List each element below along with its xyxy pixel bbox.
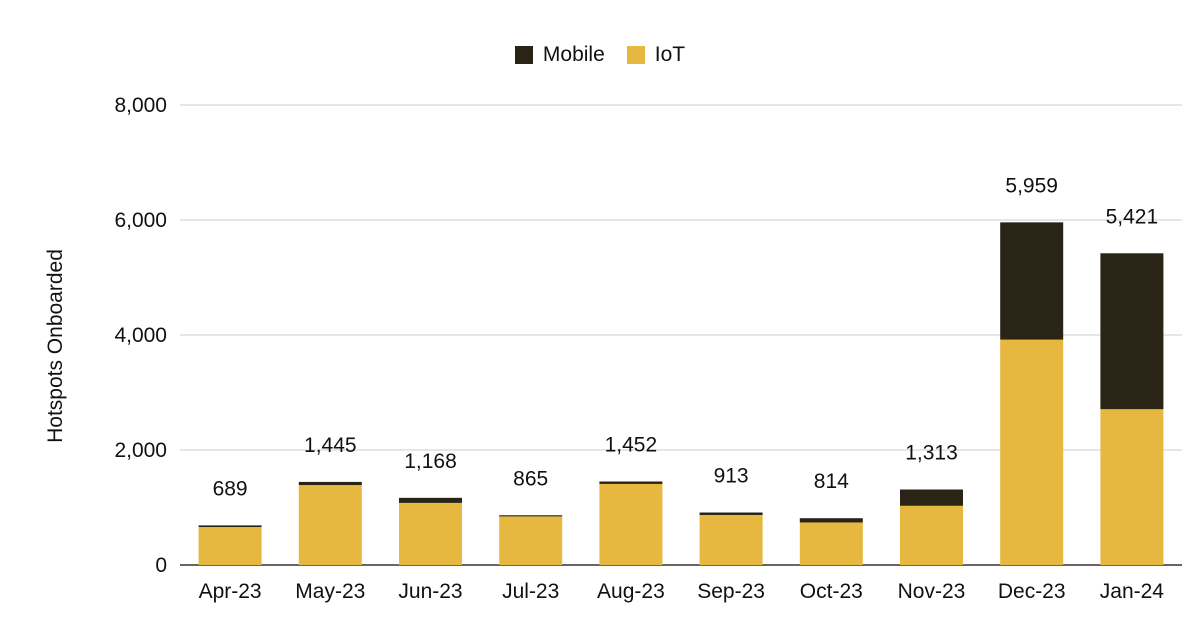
x-tick-label: May-23 bbox=[295, 580, 365, 603]
bar-total-label: 865 bbox=[513, 467, 548, 490]
bar-segment-iot bbox=[599, 483, 663, 565]
x-tick-label: Sep-23 bbox=[697, 580, 765, 603]
bar-segment-iot bbox=[799, 522, 863, 565]
bar-segment-mobile bbox=[699, 512, 763, 515]
y-tick-label: 2,000 bbox=[114, 439, 167, 462]
legend-label-iot: IoT bbox=[654, 43, 686, 66]
x-tick-label: Aug-23 bbox=[597, 580, 665, 603]
x-tick-label: Dec-23 bbox=[998, 580, 1066, 603]
bar-total-label: 1,445 bbox=[304, 434, 357, 457]
bar-segment-mobile bbox=[298, 481, 362, 486]
bar-segment-iot bbox=[1100, 409, 1164, 565]
bar-total-label: 5,959 bbox=[1005, 174, 1058, 197]
bar-segment-mobile bbox=[799, 518, 863, 523]
y-tick-label: 8,000 bbox=[114, 94, 167, 117]
bar-segment-iot bbox=[1000, 339, 1064, 565]
bar-segment-mobile bbox=[499, 515, 563, 517]
x-tick-label: Apr-23 bbox=[199, 580, 262, 603]
legend-label-mobile: Mobile bbox=[542, 43, 605, 66]
bar-segment-mobile bbox=[399, 497, 462, 503]
bar-total-label: 1,313 bbox=[905, 442, 958, 465]
bar-segment-iot bbox=[298, 485, 362, 565]
x-tick-label: Jul-23 bbox=[502, 580, 559, 603]
chart-legend: Mobile IoT bbox=[0, 43, 1200, 67]
x-tick-label: Nov-23 bbox=[898, 580, 966, 603]
bar-segment-mobile bbox=[1000, 222, 1064, 340]
bar-segment-iot bbox=[399, 502, 462, 565]
legend-item-mobile: Mobile bbox=[514, 43, 605, 67]
bar-segment-iot bbox=[499, 516, 563, 565]
legend-item-iot: IoT bbox=[626, 43, 686, 67]
x-tick-label: Jan-24 bbox=[1100, 580, 1165, 603]
bar-segment-iot bbox=[699, 514, 763, 565]
bar-total-label: 913 bbox=[714, 465, 749, 488]
y-tick-label: 0 bbox=[155, 554, 167, 577]
bar-segment-iot bbox=[900, 505, 963, 565]
bar-total-label: 1,452 bbox=[605, 434, 658, 457]
x-tick-label: Oct-23 bbox=[800, 580, 863, 603]
x-tick-label: Jun-23 bbox=[398, 580, 462, 603]
bar-total-label: 1,168 bbox=[404, 450, 457, 473]
bar-total-label: 814 bbox=[814, 470, 849, 493]
y-tick-label: 4,000 bbox=[114, 324, 167, 347]
bar-segment-mobile bbox=[900, 489, 963, 506]
bar-total-label: 5,421 bbox=[1106, 205, 1159, 228]
bar-segment-mobile bbox=[1100, 253, 1164, 410]
legend-swatch-mobile bbox=[514, 46, 533, 64]
bar-segment-mobile bbox=[198, 525, 262, 528]
bar-segment-mobile bbox=[599, 481, 663, 484]
legend-swatch-iot bbox=[626, 46, 645, 64]
bar-total-label: 689 bbox=[213, 477, 248, 500]
bar-segment-iot bbox=[198, 527, 262, 565]
y-tick-label: 6,000 bbox=[114, 209, 167, 232]
